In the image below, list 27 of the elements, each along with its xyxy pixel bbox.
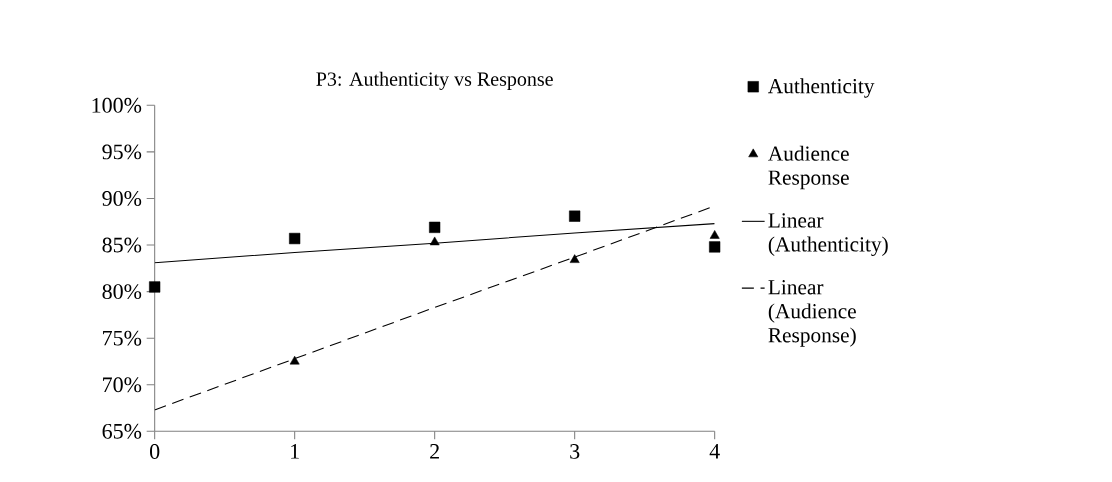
y-tick-label: 90%: [102, 191, 142, 206]
x-tick-label: 0: [150, 444, 160, 459]
legend-label: Audience Response: [768, 145, 849, 190]
legend-label: Linear (Authenticity): [768, 213, 888, 256]
point: [429, 236, 440, 246]
legend-label: Linear (Audience Response): [768, 280, 856, 347]
x-tick-label: 3: [570, 444, 580, 459]
legend-label: Authenticity: [768, 78, 875, 98]
point: [569, 254, 580, 263]
chart-title: P3: Authenticity vs Response: [316, 71, 553, 90]
point: [289, 232, 301, 245]
point: [149, 281, 161, 293]
y-tick-label: 95%: [102, 144, 142, 160]
point: [289, 355, 300, 365]
y-tick-label: 75%: [103, 330, 142, 346]
x-tick-label: 4: [709, 444, 720, 459]
y-tick-label: 80%: [102, 284, 142, 300]
point: [429, 221, 441, 233]
y-tick-label: 100%: [92, 97, 142, 113]
y-tick-label: 65%: [102, 423, 142, 439]
point: [709, 230, 720, 239]
x-tick-label: 2: [430, 444, 439, 459]
point: [569, 210, 581, 222]
y-tick-label: 70%: [103, 377, 142, 393]
point: [709, 241, 721, 253]
x-tick-label: 1: [291, 444, 299, 459]
y-tick-label: 85%: [102, 237, 142, 253]
